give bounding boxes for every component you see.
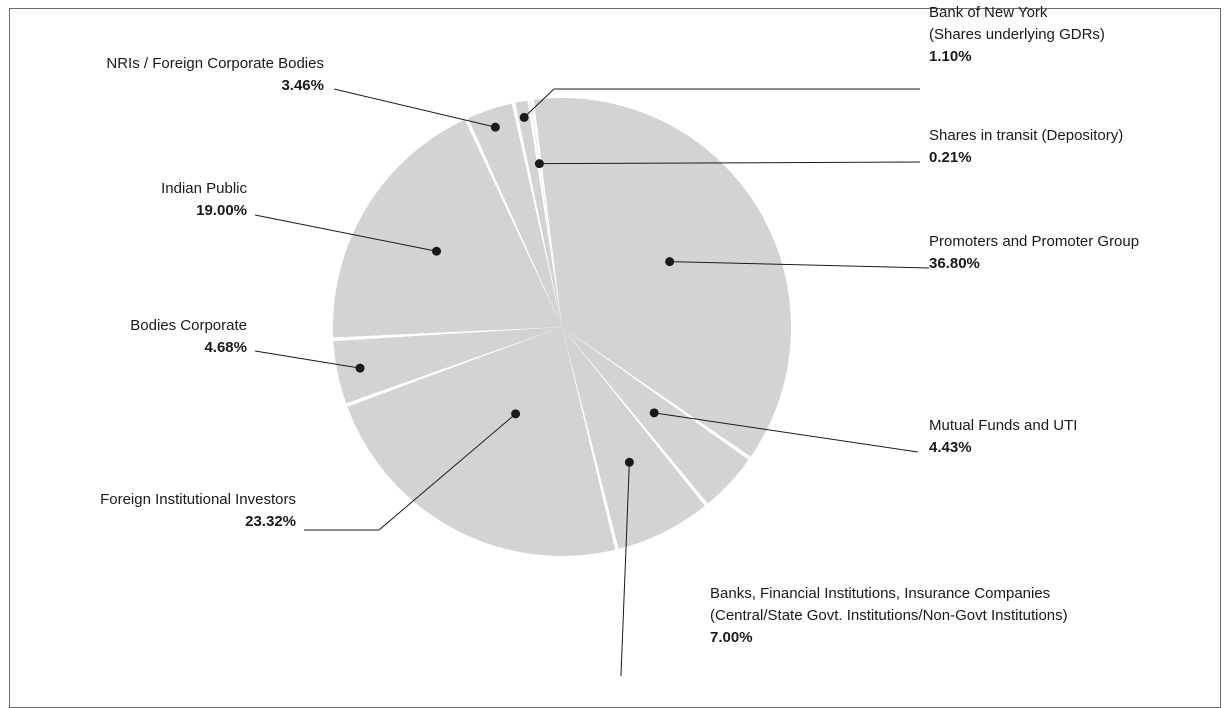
leader-line (539, 161, 921, 165)
leader-line (254, 350, 361, 369)
leader-line (254, 214, 437, 252)
leader-line (620, 462, 630, 676)
slice-percent-label: 1.10% (929, 48, 972, 65)
pie-slices (333, 97, 792, 557)
leader-line (669, 261, 930, 269)
leader-line (333, 88, 496, 128)
slice-label: Bank of New York (929, 4, 1048, 21)
slice-label: Foreign Institutional Investors (100, 491, 296, 508)
pie-slice (562, 327, 705, 549)
pie-slice (468, 103, 562, 327)
leader-line (523, 88, 920, 118)
slice-label: Indian Public (161, 180, 247, 197)
pie-slice (515, 100, 562, 327)
leader-lines (254, 88, 930, 676)
slice-label: Banks, Financial Institutions, Insurance… (710, 585, 1050, 602)
pie-slice (533, 97, 792, 457)
slice-percent-label: 4.43% (929, 439, 972, 456)
pie-slice (333, 327, 562, 404)
slice-label: Bodies Corporate (130, 317, 247, 334)
pie-chart: Promoters and Promoter Group 36.80% Mutual… (100, 4, 1139, 676)
slice-label: Mutual Funds and UTI (929, 417, 1077, 434)
slice-percent-label: 36.80% (929, 255, 980, 272)
pie-slice (333, 119, 562, 338)
slice-percent-label: 7.00% (710, 629, 753, 646)
pie-slice (530, 100, 562, 328)
leader-line (304, 413, 516, 531)
slice-percent-label: 0.21% (929, 149, 972, 166)
slice-percent-label: 4.68% (204, 339, 247, 356)
slice-label: NRIs / Foreign Corporate Bodies (106, 55, 324, 72)
pie-slice (347, 327, 616, 557)
slice-label: Promoters and Promoter Group (929, 233, 1139, 250)
slice-label: Shares in transit (Depository) (929, 127, 1123, 144)
slice-label: (Shares underlying GDRs) (929, 26, 1105, 43)
leader-line (654, 412, 919, 453)
slice-percent-label: 3.46% (281, 77, 324, 94)
slice-label: (Central/State Govt. Institutions/Non-Go… (710, 607, 1068, 624)
slice-percent-label: 23.32% (245, 513, 296, 530)
slice-percent-label: 19.00% (196, 202, 247, 219)
slice-labels: Promoters and Promoter Group 36.80% Mutual… (100, 4, 1139, 646)
